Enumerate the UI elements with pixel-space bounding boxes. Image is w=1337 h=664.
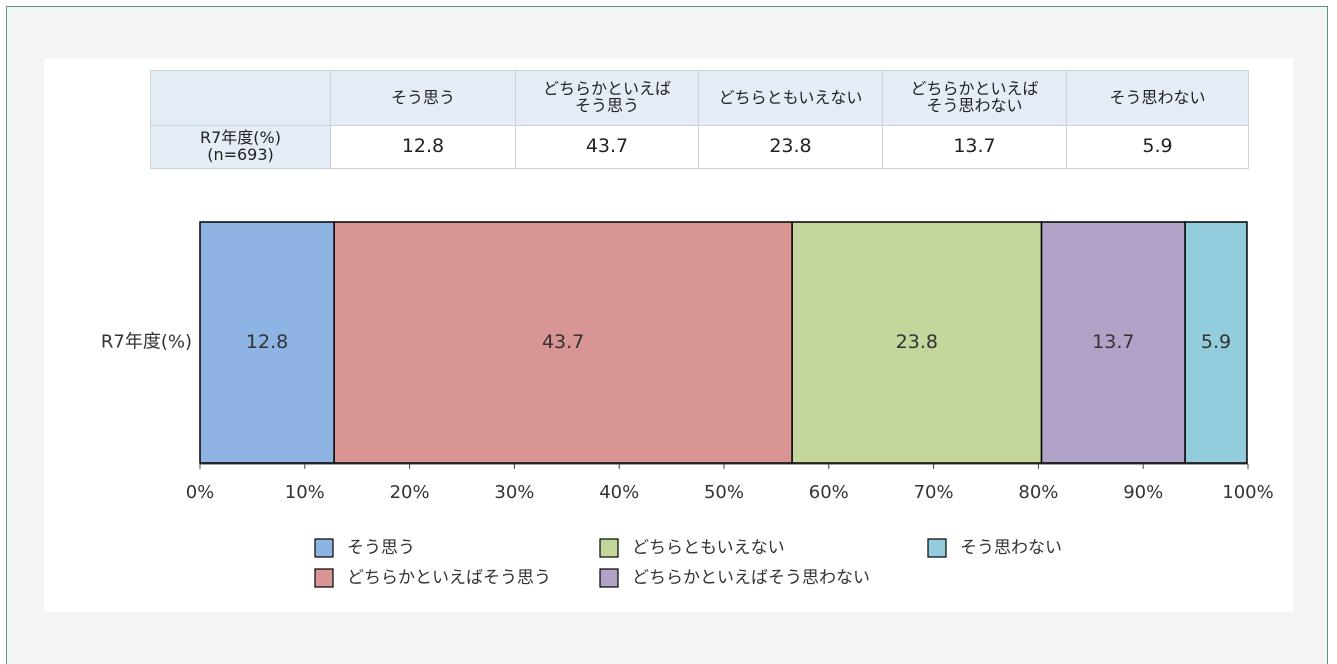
x-tick-label: 20% [390, 482, 430, 503]
legend-swatch [599, 538, 619, 558]
legend-label: そう思う [347, 538, 415, 558]
x-tick-label: 0% [186, 482, 215, 503]
legend-swatch [599, 568, 619, 588]
x-tick-label: 30% [494, 482, 534, 503]
bar-segment [1040, 221, 1186, 464]
table-cell: 43.7 [516, 126, 699, 169]
row-header: R7年度(%) (n=693) [151, 126, 331, 169]
x-tick-label: 10% [285, 482, 325, 503]
x-tick-label: 90% [1123, 482, 1163, 503]
bar-segment [333, 221, 793, 464]
bar-segment [1184, 221, 1248, 464]
x-tick-label: 40% [599, 482, 639, 503]
x-tick-label: 80% [1018, 482, 1058, 503]
header-cell: そう思わない [1067, 71, 1249, 126]
legend-label: どちらかといえばそう思う [347, 568, 551, 588]
header-cell: どちらかといえば そう思う [516, 71, 699, 126]
header-cell: どちらともいえない [699, 71, 883, 126]
legend-label: どちらともいえない [632, 538, 785, 558]
legend-label: どちらかといえばそう思わない [632, 568, 870, 588]
legend-swatch [314, 538, 334, 558]
table-cell: 12.8 [331, 126, 516, 169]
data-label: 23.8 [896, 331, 938, 353]
x-tick-label: 100% [1222, 482, 1273, 503]
data-label: 43.7 [542, 331, 584, 353]
data-label: 13.7 [1092, 331, 1134, 353]
legend-swatch [314, 568, 334, 588]
x-tick-label: 50% [704, 482, 744, 503]
table-cell: 23.8 [699, 126, 883, 169]
table-cell: 13.7 [883, 126, 1067, 169]
table-cell: 5.9 [1067, 126, 1249, 169]
x-tick-label: 70% [914, 482, 954, 503]
data-label: 5.9 [1201, 331, 1231, 353]
legend-swatch [927, 538, 947, 558]
header-cell [151, 71, 331, 126]
x-tick-label: 60% [809, 482, 849, 503]
y-tick-label: R7年度(%) [101, 332, 192, 353]
data-label: 12.8 [246, 331, 288, 353]
data-table: そう思う どちらかといえば そう思う どちらともいえない どちらかといえば そう思わな… [150, 70, 1249, 169]
bar-segment [199, 221, 335, 464]
bar-segment [791, 221, 1043, 464]
header-cell: どちらかといえば そう思わない [883, 71, 1067, 126]
legend-label: そう思わない [960, 538, 1062, 558]
header-cell: そう思う [331, 71, 516, 126]
